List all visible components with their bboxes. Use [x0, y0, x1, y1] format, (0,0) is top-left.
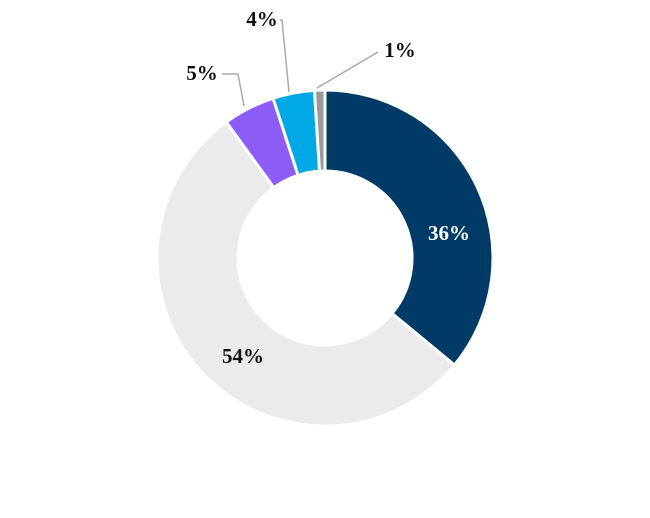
- donut-slice: [155, 119, 457, 428]
- donut-slice: [312, 88, 327, 173]
- data-label: 1%: [384, 38, 416, 62]
- data-label: 36%: [428, 221, 470, 245]
- leader-line: [222, 73, 245, 107]
- data-label: 54%: [222, 344, 264, 368]
- donut-slice: [323, 88, 495, 368]
- leader-line: [316, 51, 379, 89]
- data-label: 5%: [186, 61, 218, 85]
- data-label: 4%: [246, 7, 278, 31]
- leader-line: [280, 19, 290, 93]
